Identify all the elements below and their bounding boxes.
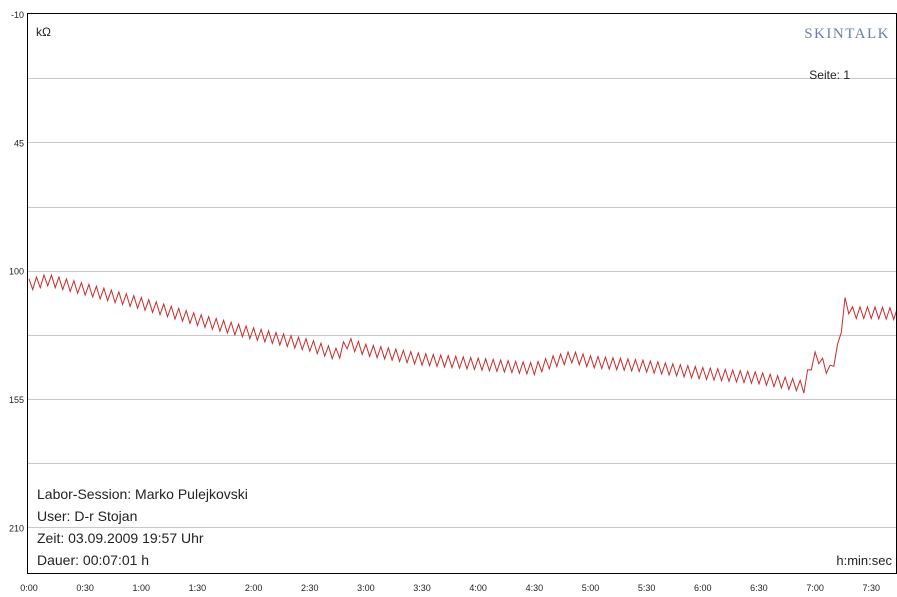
x-tick-label: 2:30 [301,583,319,593]
brand-logo: SKINTALK [804,26,890,42]
info-user: User: D-r Stojan [37,508,137,524]
time-unit-label: h:min:sec [836,553,892,568]
series-layer [28,273,897,394]
y-tick-label: 210 [9,523,24,533]
series-line [28,273,897,394]
x-tick-label: 2:00 [245,583,263,593]
x-tick-label: 4:30 [526,583,544,593]
y-tick-labels: -10 45 100 155 210 [9,10,24,533]
x-tick-labels: 0:00 0:30 1:00 1:30 2:00 2:30 3:00 3:30 4:00 4:30… [20,583,880,593]
x-tick-label: 1:00 [133,583,151,593]
x-tick-label: 1:30 [189,583,207,593]
page-label: Seite: 1 [809,68,850,82]
x-tick-label: 7:30 [862,583,880,593]
y-tick-label: 45 [14,138,24,148]
x-tick-label: 0:00 [20,583,38,593]
y-tick-label: -10 [11,10,24,20]
x-tick-label: 4:00 [469,583,487,593]
y-tick-label: 100 [9,267,24,277]
x-tick-label: 5:30 [638,583,656,593]
info-duration: Dauer: 00:07:01 h [37,552,149,568]
x-tick-label: 3:00 [357,583,375,593]
grid-lines [28,78,896,528]
x-tick-label: 6:00 [694,583,712,593]
x-tick-label: 3:30 [413,583,431,593]
x-tick-label: 6:30 [750,583,768,593]
x-tick-label: 7:00 [806,583,824,593]
info-session: Labor-Session: Marko Pulejkovski [37,486,248,502]
y-tick-label: 155 [9,395,24,405]
x-tick-label: 5:00 [582,583,600,593]
info-time: Zeit: 03.09.2009 19:57 Uhr [37,530,204,546]
unit-label: kΩ [36,25,51,39]
x-tick-label: 0:30 [76,583,94,593]
